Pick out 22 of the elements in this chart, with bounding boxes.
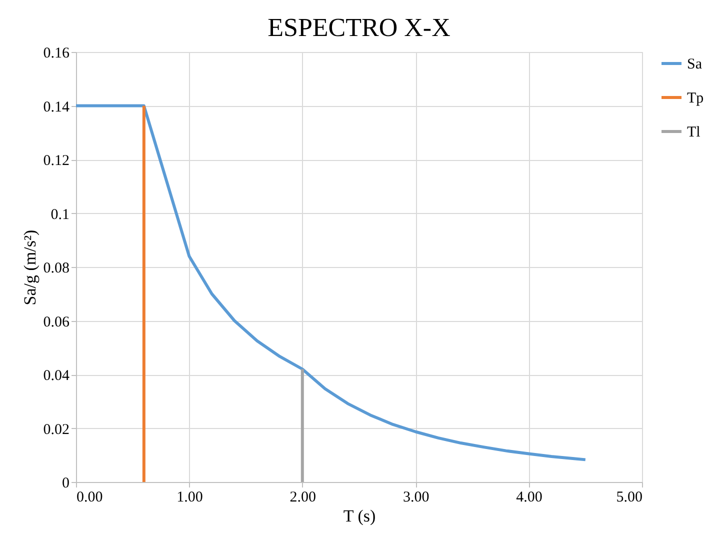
legend-label: Tp bbox=[687, 90, 704, 106]
y-tick-label: 0.06 bbox=[43, 314, 70, 330]
y-tick-label: 0.16 bbox=[43, 46, 70, 62]
x-tick-label: 5.00 bbox=[616, 490, 642, 506]
x-axis-title: T (s) bbox=[343, 506, 376, 526]
y-tick-label: 0.1 bbox=[50, 206, 70, 223]
x-tick-label: 4.00 bbox=[516, 490, 542, 506]
chart-title: ESPECTRO X-X bbox=[268, 13, 451, 42]
legend-label: Tl bbox=[687, 124, 700, 140]
y-tick-label: 0.02 bbox=[43, 422, 70, 438]
y-tick-label: 0.04 bbox=[43, 368, 70, 384]
x-tick-label: 1.00 bbox=[176, 490, 203, 506]
x-tick-label: 0.00 bbox=[76, 490, 103, 506]
y-tick-label: 0.08 bbox=[43, 260, 70, 276]
x-tick-label: 2.00 bbox=[290, 490, 316, 506]
y-tick-label: 0 bbox=[62, 476, 70, 492]
y-tick-label: 0.12 bbox=[43, 153, 70, 169]
x-tick-label: 3.00 bbox=[402, 490, 430, 506]
y-axis-title: Sa/g (m/s²) bbox=[20, 230, 40, 306]
legend-label: Sa bbox=[687, 56, 702, 72]
line-series bbox=[74, 104, 587, 462]
y-tick-label: 0.14 bbox=[43, 99, 70, 116]
